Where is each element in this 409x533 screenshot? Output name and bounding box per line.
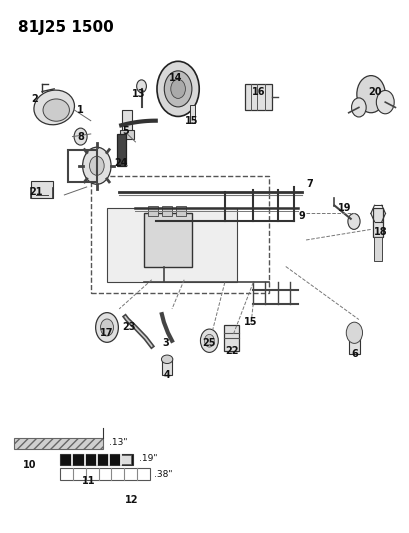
Bar [122,110,132,131]
Ellipse shape [34,90,74,125]
Circle shape [357,76,385,113]
Text: 16: 16 [252,86,265,96]
Bar [107,208,237,282]
Text: 5: 5 [122,126,129,136]
Bar [190,105,195,123]
Text: 15: 15 [185,116,198,126]
Text: 4: 4 [164,370,171,380]
Bar [224,325,239,351]
Circle shape [90,156,104,175]
Circle shape [348,214,360,229]
Text: 3: 3 [162,338,169,349]
Text: 20: 20 [369,86,382,96]
Circle shape [137,80,146,93]
Text: 6: 6 [351,349,358,359]
Ellipse shape [162,355,173,364]
Circle shape [171,79,185,99]
Text: 23: 23 [123,322,136,333]
Circle shape [376,91,394,114]
Text: 10: 10 [23,461,36,470]
Text: 17: 17 [100,328,114,338]
Text: 15: 15 [244,317,257,327]
Bar [13,438,103,449]
Circle shape [74,128,87,145]
Bar [148,206,158,216]
Bar [349,330,360,354]
Text: .19": .19" [139,454,157,463]
Text: 1: 1 [77,105,84,115]
Text: 7: 7 [307,179,313,189]
Text: .13": .13" [109,438,128,447]
Bar [60,468,150,480]
Text: 81J25 1500: 81J25 1500 [18,20,113,35]
Bar [373,208,383,237]
Text: 21: 21 [29,187,43,197]
Bar [60,454,133,465]
Bar [176,206,186,216]
Text: 11: 11 [82,477,95,486]
Bar [91,176,270,293]
Circle shape [83,147,111,184]
Bar [117,134,126,166]
Circle shape [101,319,114,336]
Circle shape [157,61,199,116]
Circle shape [200,329,218,352]
Bar [68,150,97,182]
Bar [374,237,382,261]
Text: 14: 14 [169,73,183,83]
Circle shape [96,313,118,342]
Text: 12: 12 [125,495,138,505]
Text: 18: 18 [374,227,388,237]
Text: 24: 24 [115,158,128,168]
Bar [245,84,272,110]
Text: 19: 19 [338,203,351,213]
Circle shape [204,334,214,347]
Circle shape [164,71,192,107]
Bar [144,214,192,266]
Text: 25: 25 [202,338,216,349]
Text: .38": .38" [154,470,172,479]
Bar [31,181,53,198]
Bar [162,358,173,375]
Ellipse shape [43,99,70,121]
Text: 8: 8 [77,132,84,142]
Bar [162,206,172,216]
Text: 13: 13 [132,89,146,99]
Circle shape [346,322,362,343]
Text: 22: 22 [225,346,238,357]
Text: 9: 9 [299,211,306,221]
Circle shape [352,98,366,117]
Bar [121,455,131,464]
Bar [120,130,134,139]
Text: 2: 2 [31,94,38,104]
